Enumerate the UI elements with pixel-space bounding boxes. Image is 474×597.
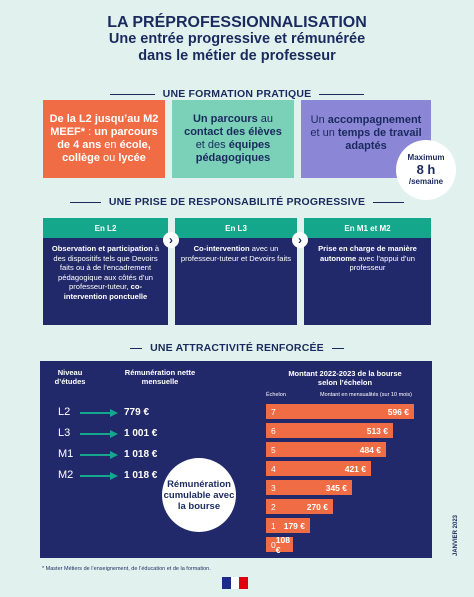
col-echelon-header: Échelon	[266, 392, 286, 398]
chart-bar: 0 108 €	[266, 534, 293, 555]
step-m1m2-body: Prise en charge de manière autonome avec…	[304, 238, 431, 325]
step-m1m2-head: En M1 et M2	[304, 218, 431, 238]
bar-echelon-label: 0	[271, 539, 276, 550]
chart-bar: 7 596 €	[266, 404, 414, 419]
step-l2-body: Observation et participation à des dispo…	[43, 238, 168, 325]
step-l3-body: Co-intervention avec un professeur-tuteu…	[175, 238, 297, 325]
bar-echelon-label: 6	[271, 425, 276, 436]
col-amount-header: Montant en mensualités (sur 10 mois)	[320, 392, 413, 398]
bar-amount-label: 484 €	[359, 444, 381, 455]
badge-max-hours: Maximum 8 h /semaine	[396, 140, 456, 200]
date-vertical: JANVIER 2023	[453, 514, 459, 556]
bar-echelon-label: 2	[271, 501, 276, 512]
step-l2-head: En L2	[43, 218, 168, 238]
col-level-header: Niveau d’études	[54, 368, 86, 386]
section1-heading: UNE FORMATION PRATIQUE	[0, 88, 474, 100]
chart-bar: 1 179 €	[266, 518, 310, 533]
chart-bar: 6 513 €	[266, 423, 393, 438]
level-label: M1	[58, 448, 74, 460]
chart-bar: 3 345 €	[266, 480, 352, 495]
cumulable-circle: Rémunération cumulable avec la bourse	[162, 458, 236, 532]
bar-amount-label: 345 €	[325, 482, 347, 493]
bar-amount-label: 596 €	[387, 406, 409, 417]
bar-amount-label: 270 €	[306, 501, 328, 512]
chart-title: Montant 2022-2023 de la bourse selon l’é…	[288, 369, 402, 387]
footnote: * Master Métiers de l’enseignement, de l…	[42, 566, 211, 572]
republique-flag-logo	[222, 577, 249, 589]
arrow-right-icon	[80, 451, 118, 459]
step-l3-head: En L3	[175, 218, 297, 238]
salary-value: 1 001 €	[124, 428, 158, 439]
title-line1: LA PRÉPROFESSIONNALISATION	[107, 14, 367, 31]
title-line2: Une entrée progressive et rémunérée	[108, 31, 366, 47]
chevron-right-icon: ›	[292, 232, 308, 248]
salary-value: 779 €	[124, 407, 150, 418]
chart-bar: 5 484 €	[266, 442, 386, 457]
card-parcours-4-ans: De la L2 jusqu’au M2 MEEF* : un parcours…	[43, 100, 165, 178]
bar-amount-label: 108 €	[275, 534, 290, 555]
bar-echelon-label: 5	[271, 444, 276, 455]
arrow-right-icon	[80, 409, 118, 417]
col-pay-header: Rémunération nette mensuelle	[124, 368, 196, 386]
attractivite-panel	[40, 361, 432, 558]
chart-bar: 4 421 €	[266, 461, 371, 476]
arrow-right-icon	[80, 430, 118, 438]
level-label: L3	[58, 427, 71, 439]
chevron-right-icon: ›	[163, 232, 179, 248]
section2-heading: UNE PRISE DE RESPONSABILITÉ PROGRESSIVE	[0, 196, 474, 208]
page-title: LA PRÉPROFESSIONNALISATION Une entrée pr…	[0, 14, 474, 65]
arrow-right-icon	[80, 472, 118, 480]
salary-value: 1 018 €	[124, 470, 158, 481]
bar-echelon-label: 3	[271, 482, 276, 493]
bar-echelon-label: 7	[271, 406, 276, 417]
section3-heading: UNE ATTRACTIVITÉ RENFORCÉE	[0, 342, 474, 354]
bar-amount-label: 421 €	[344, 463, 366, 474]
salary-value: 1 018 €	[124, 449, 158, 460]
card-contact-eleves: Un parcours au contact des élèves et des…	[172, 100, 294, 178]
bar-amount-label: 513 €	[366, 425, 388, 436]
chart-bar: 2 270 €	[266, 499, 333, 514]
level-label: M2	[58, 469, 74, 481]
bar-echelon-label: 4	[271, 463, 276, 474]
bar-amount-label: 179 €	[283, 520, 305, 531]
title-line3: dans le métier de professeur	[138, 48, 336, 64]
bar-echelon-label: 1	[271, 520, 276, 531]
level-label: L2	[58, 406, 71, 418]
